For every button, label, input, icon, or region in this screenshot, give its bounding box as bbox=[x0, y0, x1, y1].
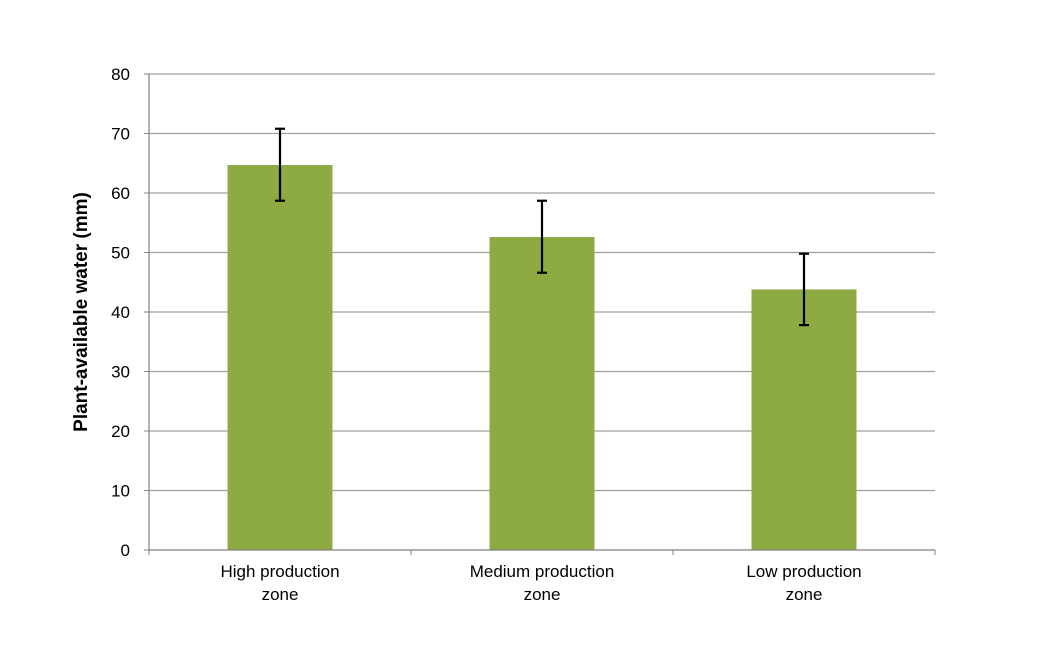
x-tick-label-1-line-0: Medium production bbox=[470, 562, 615, 581]
y-tick-label-20: 20 bbox=[111, 422, 130, 441]
bar-2 bbox=[751, 289, 857, 550]
x-tick-label-0-line-1: zone bbox=[262, 585, 299, 604]
error-bar-0 bbox=[275, 127, 285, 202]
y-tick-label-40: 40 bbox=[111, 303, 130, 322]
x-tick-label-2-line-0: Low production bbox=[746, 562, 861, 581]
axes bbox=[144, 73, 936, 555]
bar-0 bbox=[227, 165, 333, 550]
y-tick-label-10: 10 bbox=[111, 482, 130, 501]
x-tick-labels: High production zone Medium production zone… bbox=[220, 562, 861, 604]
y-axis-label: Plant-available water (mm) bbox=[71, 192, 92, 432]
y-tick-label-50: 50 bbox=[111, 244, 130, 263]
x-tick-label-2-line-1: zone bbox=[786, 585, 823, 604]
y-tick-label-30: 30 bbox=[111, 363, 130, 382]
y-tick-label-70: 70 bbox=[111, 125, 130, 144]
x-tick-label-0-line-0: High production bbox=[220, 562, 339, 581]
x-tick-label-1-line-1: zone bbox=[524, 585, 561, 604]
error-bars bbox=[275, 127, 809, 327]
error-bar-2 bbox=[799, 252, 809, 327]
y-tick-labels: 0 10 20 30 40 50 60 70 80 bbox=[111, 65, 130, 560]
bars bbox=[227, 165, 857, 550]
y-tick-label-60: 60 bbox=[111, 184, 130, 203]
error-bar-1 bbox=[537, 199, 547, 274]
y-tick-label-80: 80 bbox=[111, 65, 130, 84]
y-tick-label-0: 0 bbox=[121, 541, 130, 560]
bar-1 bbox=[489, 237, 595, 550]
